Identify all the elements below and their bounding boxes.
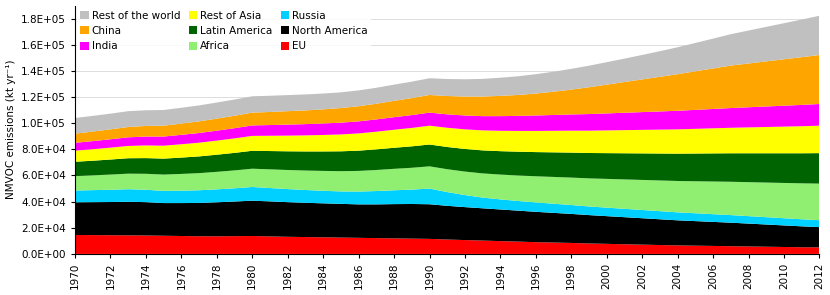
- Legend: Rest of the world, China, India, Rest of Asia, Latin America, Africa, Russia, No: Rest of the world, China, India, Rest of…: [77, 8, 371, 54]
- Y-axis label: NMVOC emissions (kt yr⁻¹): NMVOC emissions (kt yr⁻¹): [6, 60, 16, 199]
